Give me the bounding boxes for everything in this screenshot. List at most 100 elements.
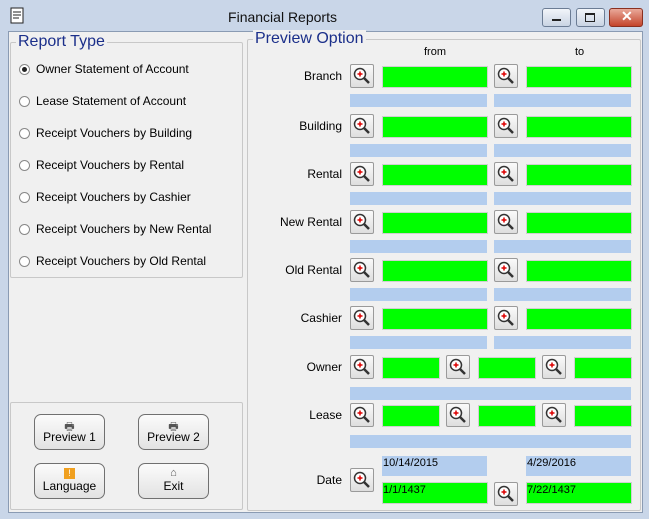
maximize-button[interactable] bbox=[576, 8, 605, 27]
search-button[interactable] bbox=[350, 355, 374, 379]
search-button[interactable] bbox=[494, 482, 518, 506]
code-field[interactable] bbox=[382, 405, 440, 427]
from-description bbox=[350, 94, 487, 107]
button-icon: ⌂ bbox=[170, 467, 177, 479]
to-gregorian-date[interactable] bbox=[526, 456, 631, 476]
row-label: Old Rental bbox=[285, 263, 342, 277]
date-text: 7/22/1437 bbox=[527, 484, 576, 496]
search-button[interactable] bbox=[446, 355, 470, 379]
to-description bbox=[494, 240, 631, 253]
to-description bbox=[494, 336, 631, 349]
action-button[interactable]: ⌂ Exit bbox=[138, 463, 209, 499]
search-button[interactable] bbox=[350, 468, 374, 492]
search-button[interactable] bbox=[350, 162, 374, 186]
from-field[interactable] bbox=[382, 66, 488, 88]
action-button[interactable]: ! Language bbox=[34, 463, 105, 499]
date-text: 4/29/2016 bbox=[527, 457, 576, 469]
search-button[interactable] bbox=[350, 64, 374, 88]
search-button[interactable] bbox=[350, 210, 374, 234]
from-hijri-date[interactable] bbox=[382, 482, 488, 504]
row-label: Owner bbox=[306, 360, 342, 374]
description bbox=[350, 435, 631, 448]
search-button[interactable] bbox=[494, 258, 518, 282]
from-gregorian-date[interactable] bbox=[382, 456, 487, 476]
button-icon: 🖶 bbox=[64, 421, 75, 433]
button-label: Language bbox=[42, 479, 97, 493]
minimize-button[interactable] bbox=[542, 8, 571, 27]
search-button[interactable] bbox=[350, 258, 374, 282]
to-field[interactable] bbox=[526, 260, 632, 282]
from-description bbox=[350, 144, 487, 157]
date-text: 10/14/2015 bbox=[383, 457, 439, 469]
radio-label[interactable]: Receipt Vouchers by Rental bbox=[36, 158, 185, 172]
code-field[interactable] bbox=[574, 405, 632, 427]
to-description bbox=[494, 192, 631, 205]
row-label: New Rental bbox=[279, 215, 342, 229]
radio-label[interactable]: Receipt Vouchers by Cashier bbox=[36, 190, 191, 204]
radio-button[interactable] bbox=[19, 224, 30, 235]
radio-label[interactable]: Receipt Vouchers by Old Rental bbox=[36, 254, 207, 268]
radio-label[interactable]: Owner Statement of Account bbox=[36, 62, 189, 76]
code-field[interactable] bbox=[478, 405, 536, 427]
to-description bbox=[494, 144, 631, 157]
action-button[interactable]: 🖶 Preview 2 bbox=[138, 414, 209, 450]
radio-label[interactable]: Receipt Vouchers by Building bbox=[36, 126, 193, 140]
to-field[interactable] bbox=[526, 116, 632, 138]
radio-button[interactable] bbox=[19, 96, 30, 107]
search-button[interactable] bbox=[494, 114, 518, 138]
row-label: Branch bbox=[303, 69, 342, 83]
from-description bbox=[350, 288, 487, 301]
search-button[interactable] bbox=[494, 306, 518, 330]
radio-label[interactable]: Lease Statement of Account bbox=[36, 94, 187, 108]
search-button[interactable] bbox=[542, 355, 566, 379]
to-field[interactable] bbox=[526, 308, 632, 330]
button-icon: ! bbox=[64, 468, 75, 479]
actions-group bbox=[10, 402, 243, 510]
radio-button[interactable] bbox=[19, 160, 30, 171]
search-button[interactable] bbox=[494, 162, 518, 186]
from-field[interactable] bbox=[382, 260, 488, 282]
search-button[interactable] bbox=[350, 114, 374, 138]
description bbox=[350, 387, 631, 400]
radio-label[interactable]: Receipt Vouchers by New Rental bbox=[36, 222, 212, 236]
to-field[interactable] bbox=[526, 212, 632, 234]
radio-button[interactable] bbox=[19, 256, 30, 267]
window-title: Financial Reports bbox=[228, 9, 337, 25]
code-field[interactable] bbox=[478, 357, 536, 379]
search-button[interactable] bbox=[350, 306, 374, 330]
radio-button[interactable] bbox=[19, 128, 30, 139]
to-label: to bbox=[575, 46, 585, 58]
close-button[interactable]: ✕ bbox=[609, 8, 643, 27]
to-field[interactable] bbox=[526, 164, 632, 186]
row-label: Building bbox=[299, 119, 342, 133]
from-description bbox=[350, 192, 487, 205]
from-field[interactable] bbox=[382, 116, 488, 138]
row-label: Date bbox=[316, 473, 342, 487]
from-description bbox=[350, 336, 487, 349]
row-label: Rental bbox=[307, 167, 342, 181]
code-field[interactable] bbox=[574, 357, 632, 379]
to-hijri-date[interactable] bbox=[526, 482, 632, 504]
preview-option-group bbox=[247, 39, 641, 511]
from-description bbox=[350, 240, 487, 253]
to-field[interactable] bbox=[526, 66, 632, 88]
report-type-group bbox=[10, 42, 243, 278]
radio-button[interactable] bbox=[19, 192, 30, 203]
radio-button[interactable] bbox=[19, 64, 30, 75]
button-label: Preview 2 bbox=[147, 430, 200, 444]
from-label: from bbox=[424, 46, 446, 58]
from-field[interactable] bbox=[382, 308, 488, 330]
search-button[interactable] bbox=[494, 210, 518, 234]
search-button[interactable] bbox=[494, 64, 518, 88]
search-button[interactable] bbox=[350, 403, 374, 427]
from-field[interactable] bbox=[382, 164, 488, 186]
from-field[interactable] bbox=[382, 212, 488, 234]
search-button[interactable] bbox=[542, 403, 566, 427]
to-description bbox=[494, 94, 631, 107]
code-field[interactable] bbox=[382, 357, 440, 379]
action-button[interactable]: 🖶 Preview 1 bbox=[34, 414, 105, 450]
search-button[interactable] bbox=[446, 403, 470, 427]
group-title: Report Type bbox=[16, 33, 107, 51]
row-label: Cashier bbox=[300, 311, 342, 325]
button-label: Exit bbox=[163, 479, 184, 493]
